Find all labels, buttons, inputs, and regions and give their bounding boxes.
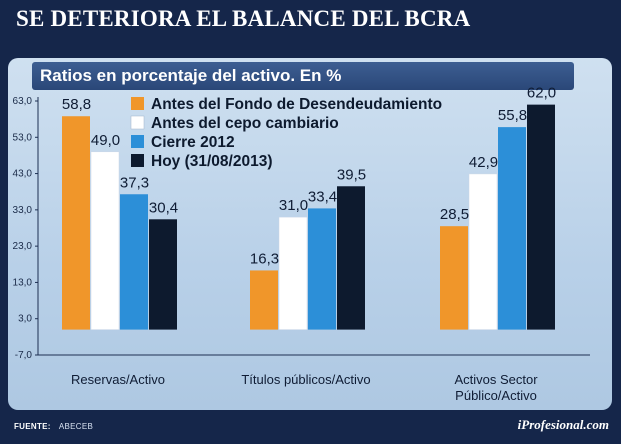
legend-swatch bbox=[130, 115, 145, 130]
source-value: ABECEB bbox=[58, 422, 94, 431]
bar bbox=[278, 216, 308, 330]
y-tick-label: 33,0 bbox=[13, 205, 33, 216]
brand-logo: iProfesional.com bbox=[517, 417, 609, 432]
bar bbox=[498, 127, 526, 330]
data-label: 16,3 bbox=[250, 250, 279, 267]
legend-swatch bbox=[131, 135, 144, 148]
data-label: 28,5 bbox=[440, 206, 469, 223]
data-label: 55,8 bbox=[498, 107, 527, 124]
category-label: Público/Activo bbox=[455, 388, 537, 403]
y-tick-label: 23,0 bbox=[13, 241, 33, 252]
data-label: 31,0 bbox=[279, 197, 308, 214]
data-label: 58,8 bbox=[62, 96, 91, 113]
y-tick-label: 13,0 bbox=[13, 277, 33, 288]
source-label: FUENTE: bbox=[14, 422, 51, 431]
data-label: 30,4 bbox=[149, 199, 178, 216]
data-label: 49,0 bbox=[91, 132, 120, 149]
legend-label: Antes del Fondo de Desendeudamiento bbox=[151, 96, 442, 113]
bar bbox=[250, 270, 278, 330]
data-label: 62,0 bbox=[527, 85, 556, 102]
legend-swatch bbox=[131, 97, 144, 110]
subtitle-bar bbox=[32, 62, 574, 90]
bar bbox=[527, 104, 555, 330]
data-label: 42,9 bbox=[469, 154, 498, 171]
bar bbox=[308, 208, 336, 330]
chart-title: SE DETERIORA EL BALANCE DEL BCRA bbox=[16, 6, 471, 31]
y-tick-label: -7,0 bbox=[15, 350, 33, 361]
legend-swatch bbox=[131, 154, 144, 167]
chart-subtitle: Ratios en porcentaje del activo. En % bbox=[40, 66, 342, 85]
bar bbox=[120, 194, 148, 330]
y-tick-label: 63,0 bbox=[13, 96, 33, 107]
bar bbox=[149, 219, 177, 330]
data-label: 39,5 bbox=[337, 166, 366, 183]
source-note: FUENTE: ABECEB bbox=[14, 422, 93, 431]
category-label: Reservas/Activo bbox=[71, 372, 165, 387]
bar bbox=[468, 173, 498, 330]
y-tick-label: 3,0 bbox=[18, 314, 32, 325]
legend-label: Hoy (31/08/2013) bbox=[151, 153, 273, 170]
data-label: 33,4 bbox=[308, 188, 337, 205]
y-tick-label: 53,0 bbox=[13, 132, 33, 143]
bar bbox=[90, 151, 120, 330]
category-label: Títulos públicos/Activo bbox=[241, 372, 370, 387]
bar bbox=[337, 186, 365, 330]
category-label: Activos Sector bbox=[454, 372, 538, 387]
legend-label: Antes del cepo cambiario bbox=[151, 115, 339, 132]
bar bbox=[62, 116, 90, 330]
y-tick-label: 43,0 bbox=[13, 169, 33, 180]
bar bbox=[440, 226, 468, 330]
data-label: 37,3 bbox=[120, 174, 149, 191]
legend-label: Cierre 2012 bbox=[151, 134, 235, 151]
